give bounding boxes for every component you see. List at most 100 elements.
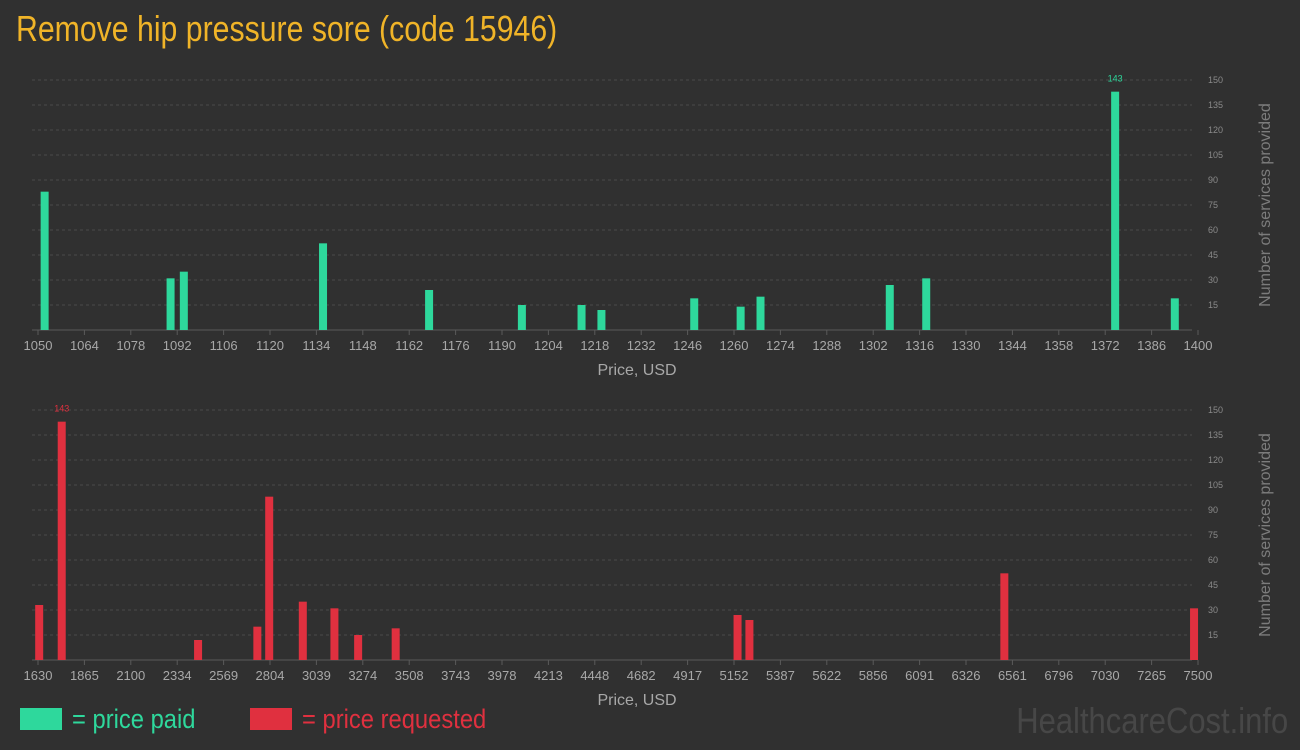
x-tick-label: 1386 [1137,338,1166,353]
bar [391,628,400,660]
x-tick-label: 1106 [210,338,238,353]
x-tick-label: 6091 [905,668,934,683]
x-tick-label: 3508 [395,668,424,683]
legend-paid: = price paid [20,704,212,734]
y-tick-label: 120 [1208,455,1223,465]
y-tick-label: 120 [1208,125,1223,135]
y-axis-label: Number of services provided [1257,433,1274,637]
x-tick-label: 4448 [580,668,609,683]
bar [253,626,262,660]
bar [922,278,931,330]
y-tick-label: 150 [1208,75,1223,85]
y-tick-label: 60 [1208,225,1218,235]
y-tick-label: 45 [1208,580,1218,590]
bar [885,285,894,330]
bar [40,191,49,330]
x-tick-label: 1134 [302,338,330,353]
legend-paid-label: = price paid [72,703,196,734]
bar [425,290,434,330]
x-tick-label: 1358 [1044,338,1073,353]
x-tick-label: 1400 [1184,338,1213,353]
x-tick-label: 2804 [256,668,285,683]
x-tick-label: 1232 [627,338,656,353]
x-tick-label: 1218 [580,338,609,353]
x-tick-label: 1176 [442,338,470,353]
x-tick-label: 1204 [534,338,563,353]
y-tick-label: 90 [1208,175,1218,185]
x-tick-label: 5856 [859,668,888,683]
bar [577,305,586,330]
x-tick-label: 1302 [859,338,888,353]
page-title: Remove hip pressure sore (code 15946) [16,8,558,49]
x-tick-label: 3978 [488,668,517,683]
x-tick-label: 1288 [812,338,841,353]
y-tick-label: 75 [1208,530,1218,540]
y-tick-label: 135 [1208,430,1223,440]
x-tick-label: 1630 [24,668,53,683]
x-tick-label: 1372 [1091,338,1120,353]
x-tick-label: 1050 [24,338,53,353]
bar [517,305,526,330]
x-tick-label: 1274 [766,338,795,353]
x-tick-label: 4917 [673,668,702,683]
bar [179,271,188,330]
bar [1000,573,1009,660]
x-tick-label: 7265 [1137,668,1166,683]
y-tick-label: 15 [1208,300,1218,310]
x-tick-label: 5152 [720,668,749,683]
x-tick-label: 1092 [163,338,192,353]
bar [330,608,339,660]
bar [298,601,307,660]
x-tick-label: 1260 [720,338,749,353]
legend-requested-swatch [250,708,292,730]
y-axis-label: Number of services provided [1257,103,1274,307]
x-tick-label: 1148 [349,338,377,353]
y-tick-label: 15 [1208,630,1218,640]
x-tick-label: 5387 [766,668,795,683]
x-tick-label: 6561 [998,668,1027,683]
bar [745,620,754,660]
x-tick-label: 1344 [998,338,1027,353]
bar [354,635,363,660]
y-tick-label: 45 [1208,250,1218,260]
legend-paid-swatch [20,708,62,730]
y-tick-label: 60 [1208,555,1218,565]
x-tick-label: 5622 [812,668,841,683]
x-tick-label: 2100 [116,668,145,683]
bar [35,605,44,660]
y-tick-label: 30 [1208,275,1218,285]
chart-paid: 15 30 45 60 75 90 105 120 135 150 1050 1064 1078 1092… [24,74,1274,379]
bar [756,296,765,330]
bar [690,298,699,330]
y-tick-label: 90 [1208,505,1218,515]
bar [1111,91,1120,331]
x-tick-label: 1064 [70,338,99,353]
bar [597,310,606,330]
x-tick-label: 1246 [673,338,702,353]
bar [319,243,328,330]
x-tick-label: 1865 [70,668,99,683]
legend-requested: = price requested [250,704,511,734]
x-tick-label: 6796 [1044,668,1073,683]
watermark: HealthcareCost.info [1016,700,1288,741]
x-axis-label: Price, USD [597,692,676,709]
x-tick-label: 1330 [952,338,981,353]
x-tick-label: 3274 [348,668,377,683]
y-tick-label: 75 [1208,200,1218,210]
x-tick-label: 2569 [209,668,238,683]
x-tick-label: 1316 [905,338,934,353]
bar-value-label: 143 [54,404,69,414]
bar [1190,608,1199,660]
x-tick-label: 1078 [116,338,145,353]
y-tick-label: 150 [1208,405,1223,415]
x-tick-label: 7030 [1091,668,1120,683]
x-tick-label: 3743 [441,668,470,683]
x-tick-label: 2334 [163,668,192,683]
x-tick-label: 7500 [1184,668,1213,683]
x-tick-label: 1162 [395,338,423,353]
x-tick-label: 4213 [534,668,563,683]
bar [194,640,203,660]
bar [733,615,742,660]
bar [57,421,66,660]
